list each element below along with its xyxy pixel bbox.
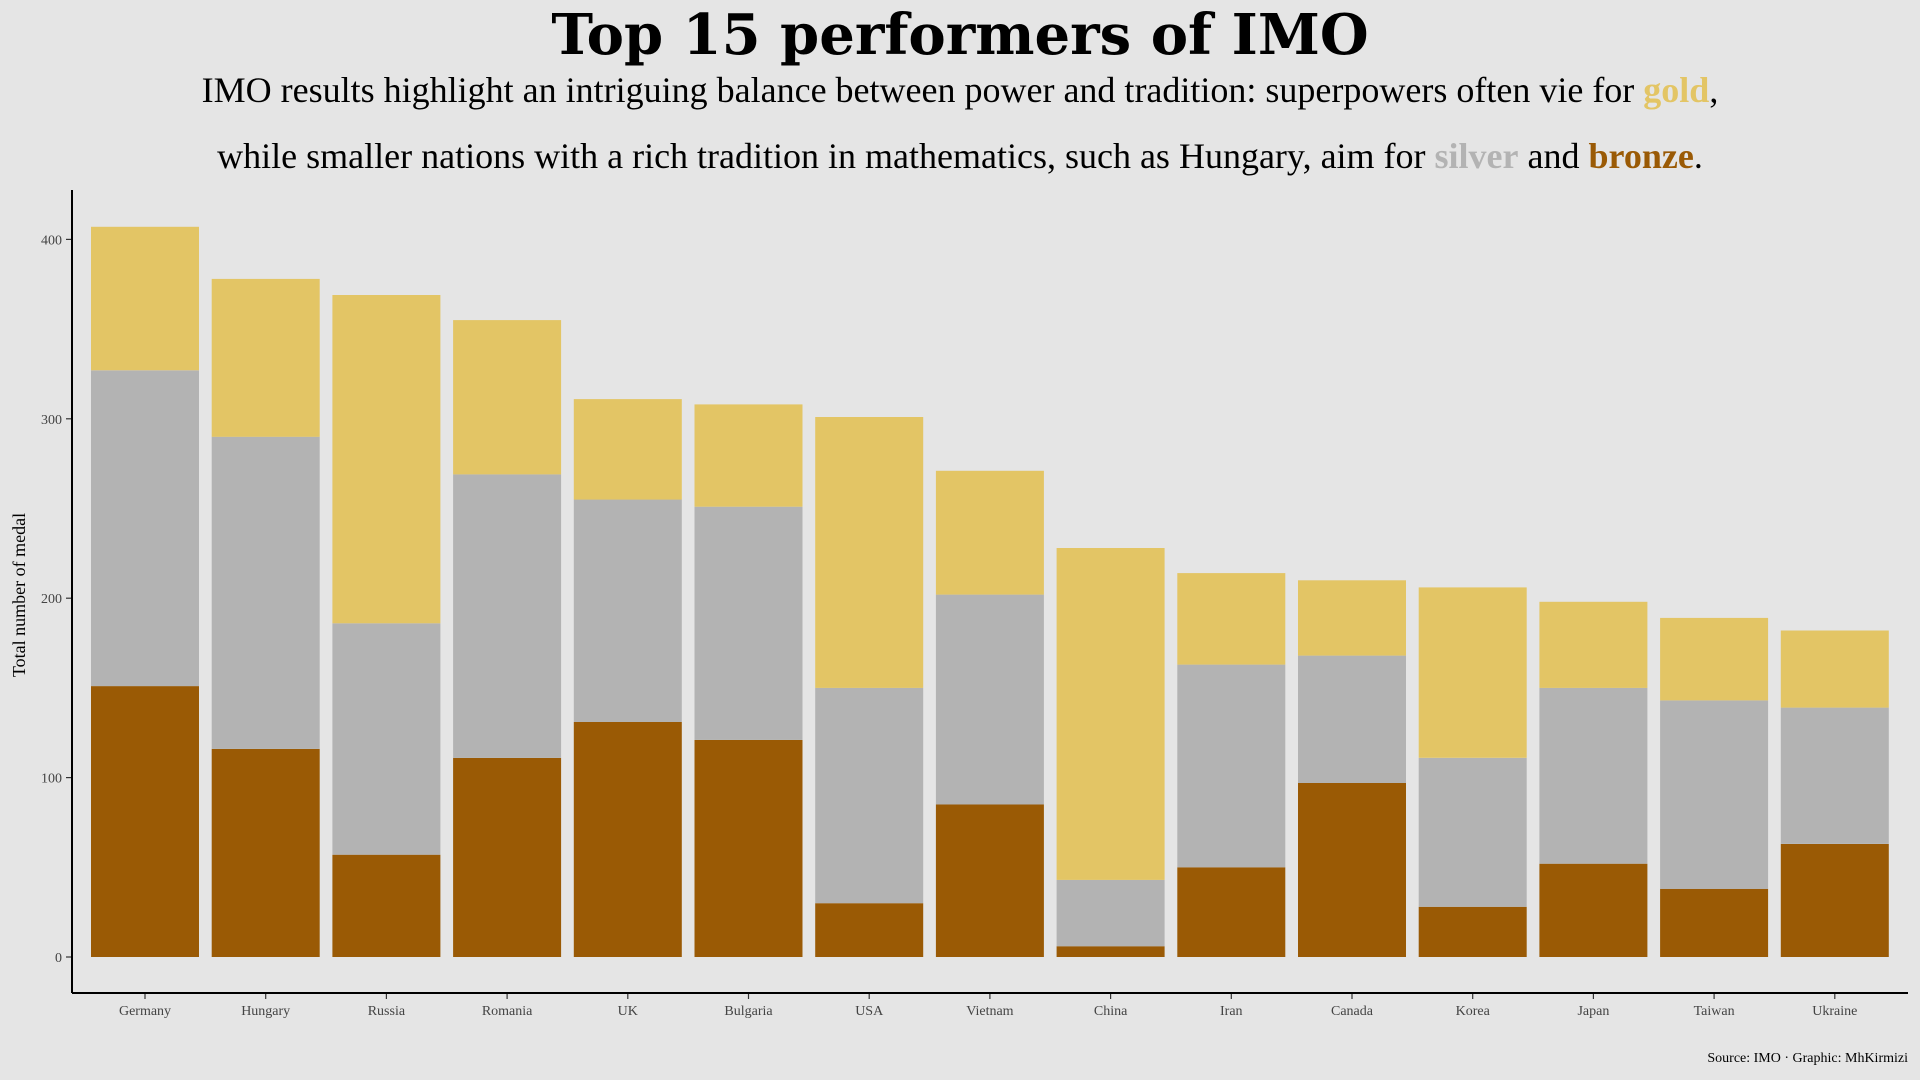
bar-bronze-ukraine: [1780, 844, 1889, 957]
bar-silver-bulgaria: [694, 506, 803, 740]
x-tick-label-korea: Korea: [1456, 1004, 1491, 1019]
bar-bronze-japan: [1539, 863, 1648, 957]
bar-bronze-vietnam: [935, 804, 1044, 957]
subtitle-line-1-text: IMO results highlight an intriguing bala…: [201, 70, 1644, 110]
x-tick-label-japan: Japan: [1577, 1004, 1609, 1019]
x-tick-label-ukraine: Ukraine: [1812, 1004, 1857, 1019]
bar-gold-hungary: [211, 278, 320, 437]
x-tick-label-uk: UK: [618, 1004, 638, 1019]
y-axis-label: Total number of medal: [9, 513, 29, 677]
bar-silver-ukraine: [1780, 707, 1889, 844]
bar-bronze-taiwan: [1660, 888, 1769, 957]
bar-gold-romania: [453, 320, 562, 475]
bar-gold-taiwan: [1660, 617, 1769, 701]
subtitle-silver-word: silver: [1434, 136, 1519, 176]
bar-bronze-romania: [453, 757, 562, 957]
bar-silver-korea: [1418, 757, 1527, 907]
bar-gold-uk: [573, 399, 682, 500]
source-caption: Source: IMO · Graphic: MhKirmizi: [1707, 1051, 1908, 1066]
bar-silver-japan: [1539, 687, 1648, 864]
bar-bronze-germany: [91, 686, 199, 957]
y-tick-label-300: 300: [41, 413, 62, 428]
bar-gold-canada: [1298, 580, 1406, 656]
bar-gold-japan: [1539, 601, 1648, 688]
subtitle-line-2-end: .: [1693, 136, 1703, 176]
subtitle-line-2-text: while smaller nations with a rich tradit…: [217, 136, 1435, 176]
bar-bronze-usa: [815, 903, 924, 957]
x-tick-label-russia: Russia: [368, 1004, 406, 1019]
x-tick-label-bulgaria: Bulgaria: [724, 1004, 773, 1019]
chart-subtitle-line-1: IMO results highlight an intriguing bala…: [0, 68, 1920, 112]
x-tick-label-canada: Canada: [1331, 1004, 1374, 1019]
bar-bronze-hungary: [211, 748, 320, 957]
bar-bronze-canada: [1298, 783, 1406, 957]
bar-silver-germany: [91, 370, 199, 687]
bar-gold-russia: [332, 295, 441, 624]
bar-bronze-uk: [573, 722, 682, 957]
bar-gold-ukraine: [1780, 630, 1889, 708]
bar-silver-russia: [332, 623, 441, 855]
bar-silver-china: [1056, 879, 1165, 947]
bar-silver-usa: [815, 687, 924, 904]
subtitle-bronze-word: bronze: [1588, 136, 1694, 176]
bar-gold-usa: [815, 417, 924, 688]
bar-gold-bulgaria: [694, 404, 803, 507]
subtitle-line-2-and: and: [1518, 136, 1589, 176]
y-tick-label-100: 100: [41, 772, 62, 787]
chart-title: Top 15 performers of IMO: [551, 2, 1369, 68]
bar-gold-iran: [1177, 573, 1286, 665]
bar-bronze-bulgaria: [694, 739, 803, 957]
bar-gold-germany: [91, 226, 199, 371]
bar-silver-iran: [1177, 664, 1286, 868]
bar-bronze-russia: [332, 854, 441, 957]
x-tick-label-germany: Germany: [119, 1004, 171, 1019]
bar-gold-vietnam: [935, 470, 1044, 595]
y-tick-label-0: 0: [55, 951, 62, 966]
bar-bronze-iran: [1177, 867, 1286, 957]
bars-layer: [91, 226, 1889, 957]
subtitle-line-1-end: ,: [1709, 70, 1719, 110]
x-tick-label-hungary: Hungary: [241, 1004, 290, 1019]
y-tick-label-400: 400: [41, 233, 62, 248]
bar-gold-china: [1056, 548, 1165, 880]
bar-silver-romania: [453, 474, 562, 758]
bar-bronze-china: [1056, 946, 1165, 957]
x-tick-label-taiwan: Taiwan: [1694, 1004, 1735, 1019]
chart-subtitle-line-2: while smaller nations with a rich tradit…: [0, 134, 1920, 178]
bar-silver-uk: [573, 499, 682, 722]
subtitle-gold-word: gold: [1643, 70, 1710, 110]
bar-gold-korea: [1418, 587, 1527, 758]
x-tick-label-iran: Iran: [1220, 1004, 1243, 1019]
x-tick-label-china: China: [1094, 1004, 1128, 1019]
x-tick-label-vietnam: Vietnam: [966, 1004, 1013, 1019]
bar-silver-vietnam: [935, 594, 1044, 805]
bar-silver-hungary: [211, 436, 320, 749]
bar-silver-taiwan: [1660, 700, 1769, 889]
x-tick-label-usa: USA: [855, 1004, 884, 1019]
x-tick-label-romania: Romania: [482, 1004, 533, 1019]
y-tick-label-200: 200: [41, 592, 62, 607]
bar-silver-canada: [1298, 655, 1406, 783]
bar-bronze-korea: [1418, 906, 1527, 957]
axes-layer: Germany Hungary Russia Romania UK Bulgaria USA…: [41, 190, 1908, 1019]
